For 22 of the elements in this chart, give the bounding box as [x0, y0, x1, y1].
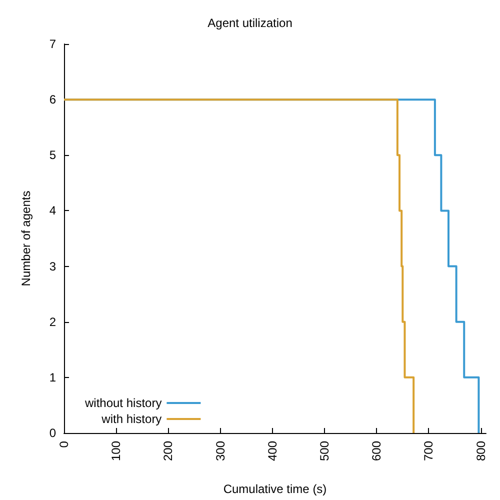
y-tick-label: 3 — [49, 259, 56, 274]
y-tick-label: 4 — [49, 204, 56, 218]
y-tick-label: 7 — [49, 37, 56, 51]
x-tick-label: 600 — [370, 440, 384, 462]
chart-title: Agent utilization — [208, 16, 292, 30]
legend-label: with history — [100, 412, 162, 426]
y-tick-label: 0 — [49, 426, 56, 440]
y-tick-label: 5 — [49, 148, 56, 162]
x-tick-label: 0 — [57, 440, 71, 448]
y-tick-label: 1 — [49, 370, 56, 384]
x-tick-label: 800 — [474, 440, 488, 462]
y-axis-title: Number of agents — [19, 190, 33, 286]
x-tick-label: 200 — [161, 440, 176, 462]
x-tick-label: 400 — [265, 440, 280, 462]
x-tick-label: 700 — [422, 440, 436, 462]
y-tick-label: 2 — [49, 314, 56, 329]
x-axis-title: Cumulative time (s) — [223, 482, 327, 496]
x-tick-label: 100 — [109, 440, 124, 462]
legend-label: without history — [84, 396, 162, 410]
x-tick-label: 500 — [317, 440, 332, 462]
y-tick-label: 6 — [49, 92, 56, 107]
x-tick-label: 300 — [213, 440, 228, 462]
